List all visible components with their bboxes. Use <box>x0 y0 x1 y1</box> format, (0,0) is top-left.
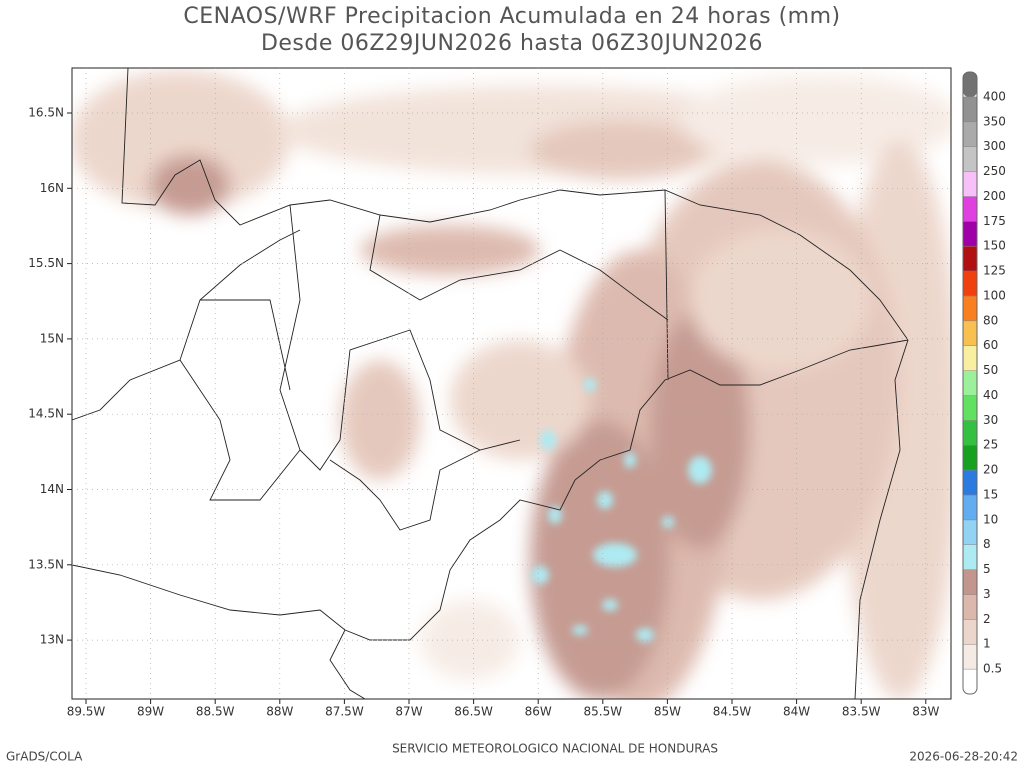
colorbar-segment <box>963 271 977 297</box>
colorbar-segment <box>963 146 977 172</box>
colorbar-label: 30 <box>983 413 998 427</box>
colorbar-segment <box>963 320 977 346</box>
colorbar-frame <box>962 71 978 695</box>
colorbar-label: 25 <box>983 438 998 452</box>
colorbar-segment <box>963 544 977 570</box>
footer-right: 2026-06-28-20:42 <box>909 750 1018 764</box>
colorbar-label: 8 <box>983 537 991 551</box>
lat-label: 14N <box>40 482 64 496</box>
colorbar-segment <box>963 420 977 446</box>
colorbar-segment <box>963 470 977 496</box>
colorbar-label: 400 <box>983 89 1006 103</box>
borders <box>72 68 909 699</box>
colorbar-label: 3 <box>983 587 991 601</box>
colorbar-label: 10 <box>983 512 998 526</box>
lon-label: 86.5W <box>454 705 493 719</box>
colorbar-segment <box>963 370 977 396</box>
lon-label: 88W <box>266 705 293 719</box>
colorbar-segment <box>963 519 977 546</box>
colorbar-segment <box>963 96 977 123</box>
colorbar-segment <box>963 246 977 272</box>
plot-frame <box>71 67 952 700</box>
colorbar-label: 175 <box>983 214 1006 228</box>
colorbar-label: 20 <box>983 463 998 477</box>
colorbar-segment <box>963 345 977 371</box>
colorbar-segment <box>963 494 977 521</box>
lon-label: 84.5W <box>713 705 752 719</box>
colorbar-segment <box>963 121 977 147</box>
colorbar-label: 350 <box>983 114 1006 128</box>
colorbar-label: 40 <box>983 388 998 402</box>
lon-label: 87.5W <box>325 705 364 719</box>
colorbar-label: 0.5 <box>983 662 1002 676</box>
lon-label: 84W <box>783 705 810 719</box>
colorbar-label: 150 <box>983 239 1006 253</box>
lon-label: 86W <box>525 705 552 719</box>
colorbar-label: 15 <box>983 487 998 501</box>
footer-left: GrADS/COLA <box>6 750 83 764</box>
colorbar-segment <box>963 569 977 595</box>
colorbar-segment <box>963 594 977 620</box>
colorbar-label: 50 <box>983 363 998 377</box>
colorbar-label: 5 <box>983 562 991 576</box>
colorbar-segment <box>963 295 977 322</box>
lat-label: 16N <box>40 181 64 195</box>
colorbar-segment <box>963 619 977 645</box>
lon-label: 85.5W <box>584 705 623 719</box>
lon-label: 89W <box>137 705 164 719</box>
colorbar-label: 250 <box>983 164 1006 178</box>
lat-label: 13N <box>40 633 64 647</box>
colorbar-segment <box>963 669 977 695</box>
colorbar-label: 1 <box>983 637 991 651</box>
colorbar: 0.5 1 2 3 5 8 10 15 20 25 30 40 50 60 80 100 125 150 175 20… <box>962 71 1006 695</box>
lat-label: 15N <box>40 331 64 345</box>
colorbar-segment <box>963 395 977 421</box>
colorbar-segment <box>963 644 977 670</box>
colorbar-label: 60 <box>983 338 998 352</box>
graticule: 89.5W 89W 88.5W 88W 87.5W 87W 86.5W 86W 85.5W 85W… <box>28 68 951 719</box>
lon-label: 83.5W <box>842 705 881 719</box>
colorbar-label: 2 <box>983 612 991 626</box>
lon-label: 88.5W <box>196 705 235 719</box>
lon-label: 85W <box>654 705 681 719</box>
lat-label: 14.5N <box>28 407 64 421</box>
colorbar-label: 300 <box>983 139 1006 153</box>
colorbar-label: 200 <box>983 189 1006 203</box>
lon-label: 89.5W <box>67 705 106 719</box>
colorbar-segment <box>963 221 977 247</box>
colorbar-label: 80 <box>983 313 998 327</box>
colorbar-segment <box>963 445 977 471</box>
precip-field <box>72 68 951 699</box>
lat-label: 13.5N <box>28 557 64 571</box>
lat-label: 15.5N <box>28 256 64 270</box>
colorbar-segment <box>963 72 977 98</box>
colorbar-label: 100 <box>983 288 1006 302</box>
lon-label: 87W <box>395 705 422 719</box>
colorbar-segment <box>963 171 977 197</box>
lon-label: 83W <box>912 705 939 719</box>
footer-center: SERVICIO METEOROLOGICO NACIONAL DE HONDU… <box>392 742 718 756</box>
lat-label: 16.5N <box>28 106 64 120</box>
colorbar-label: 125 <box>983 264 1006 278</box>
colorbar-segment <box>963 196 977 222</box>
title-line-2: Desde 06Z29JUN2026 hasta 06Z30JUN2026 <box>261 31 763 56</box>
title-line-1: CENAOS/WRF Precipitacion Acumulada en 24… <box>183 4 840 29</box>
